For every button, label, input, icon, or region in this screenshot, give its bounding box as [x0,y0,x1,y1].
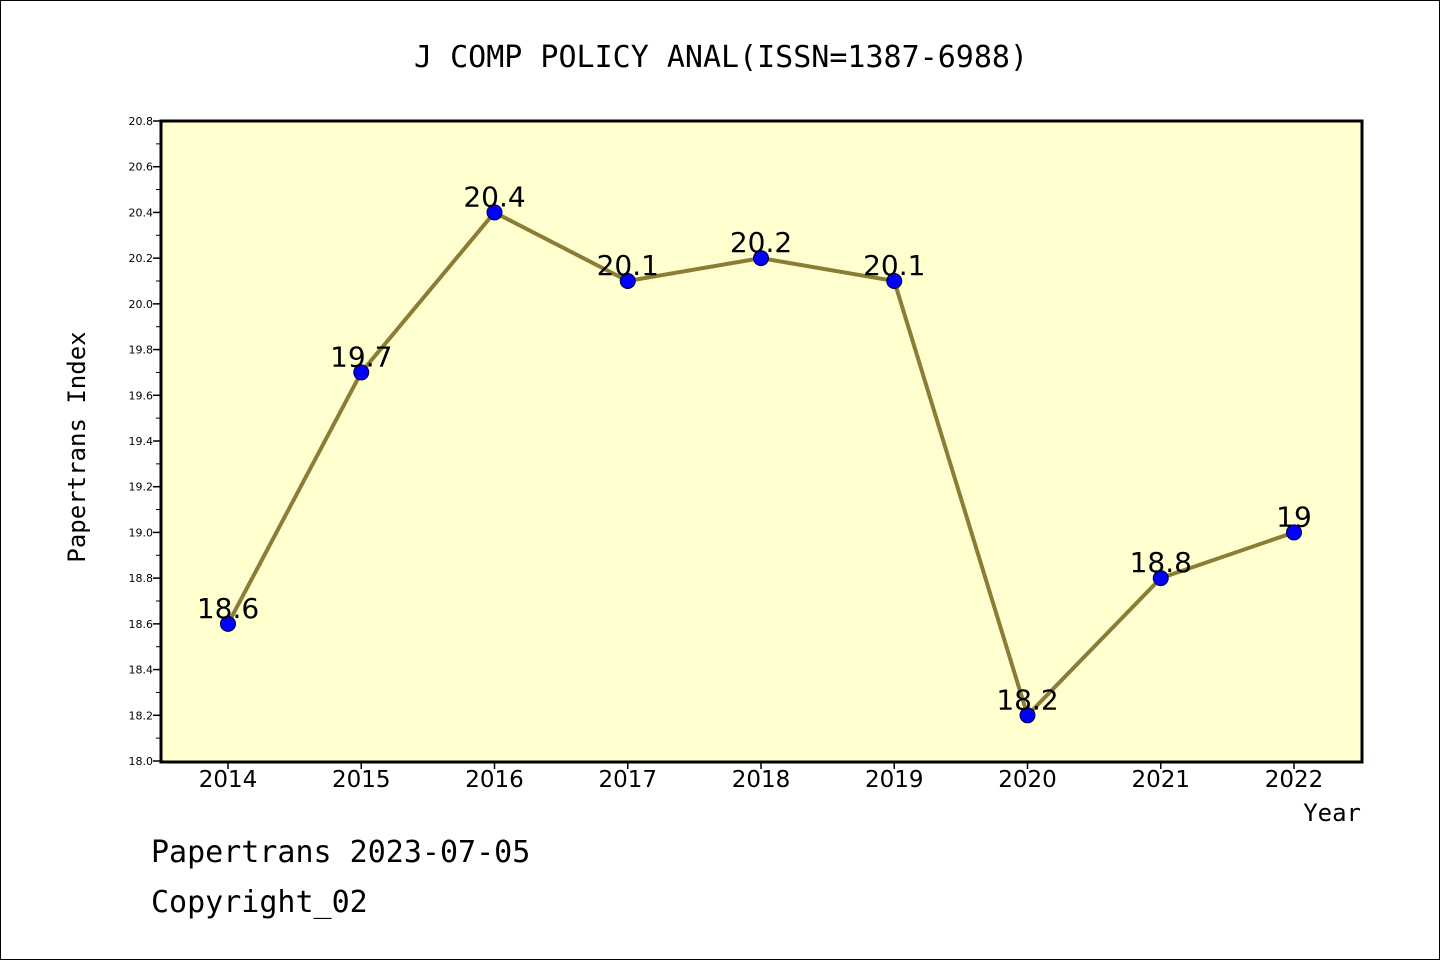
y-tick-label: 18.2 [129,709,154,722]
x-tick-label: 2017 [598,767,657,793]
y-tick-label: 20.6 [129,161,154,174]
footer-date: Papertrans 2023-07-05 [151,835,531,870]
data-point [1152,570,1169,587]
y-tick-label: 19.2 [129,481,154,494]
x-tick-label: 2018 [732,767,791,793]
y-tick-label: 18.4 [129,664,154,677]
y-tick-label: 18.0 [129,755,154,768]
y-tick-label: 19.6 [129,389,154,402]
y-tick-label: 20.0 [129,298,154,311]
x-tick-label: 2020 [998,767,1057,793]
data-point [220,615,236,632]
x-tick-label: 2019 [865,767,924,793]
y-tick-label: 19.4 [129,435,154,448]
data-label: 20.1 [597,249,659,282]
data-label: 20.1 [863,249,925,282]
y-axis-label: Papertrans Index [63,331,91,562]
data-point [753,250,769,267]
data-label: 19 [1276,500,1312,533]
y-tick-label: 19.0 [129,526,154,539]
x-tick-label: 2014 [199,767,258,793]
data-label: 20.2 [730,226,792,259]
data-point [486,204,503,221]
data-label: 18.6 [197,592,259,625]
data-point [619,273,636,289]
x-axis: 2014 2015 2016 2017 2018 2019 2020 2021 2022 [199,761,1324,793]
x-tick-label: 2022 [1265,767,1324,793]
data-label: 18.8 [1130,546,1192,579]
y-tick-label: 20.4 [129,206,154,219]
y-tick-label: 20.8 [129,115,154,128]
x-tick-label: 2016 [465,767,524,793]
x-tick-label: 2015 [332,767,391,793]
y-axis: 18.0 18.2 18.4 18.6 18.8 19.0 19.2 19.4 19.6 19.8… [129,115,161,768]
data-label: 19.7 [330,340,392,373]
series-layer: 18.6 19.7 20.4 20.1 20.2 20.1 18.2 18.8 19 [197,180,1312,724]
data-label: 18.2 [996,683,1058,716]
data-point [353,364,370,381]
x-tick-label: 2021 [1131,767,1190,793]
chart-title: J COMP POLICY ANAL(ISSN=1387-6988) [414,40,1028,75]
data-point [1286,524,1302,541]
y-tick-label: 19.8 [129,344,154,357]
y-tick-label: 18.6 [129,618,154,631]
data-point [886,273,903,289]
y-tick-label: 18.8 [129,572,154,585]
plot-area [159,119,1364,764]
data-point [1019,707,1036,724]
data-label: 20.4 [463,180,525,213]
y-tick-label: 20.2 [129,252,154,265]
x-axis-label: Year [1303,799,1361,827]
footer-copyright: Copyright_02 [151,885,368,920]
